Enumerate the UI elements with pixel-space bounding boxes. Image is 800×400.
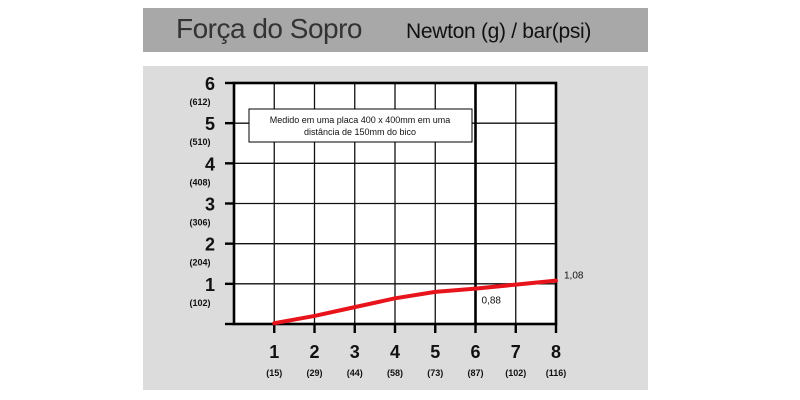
- x-tick-label: 5: [430, 342, 440, 362]
- x-tick-label: 3: [350, 342, 360, 362]
- chart-title: Força do Sopro: [176, 13, 363, 44]
- chart-header: Força do Sopro Newton (g) / bar(psi): [143, 8, 648, 52]
- y-tick-sublabel: (510): [189, 137, 210, 147]
- y-tick-label: 6: [205, 74, 215, 94]
- x-tick-label: 7: [511, 342, 521, 362]
- chart-units: Newton (g) / bar(psi): [406, 20, 592, 43]
- x-tick-label: 1: [269, 342, 279, 362]
- y-tick-label: 2: [205, 235, 215, 255]
- x-tick-sublabel: (44): [347, 368, 363, 378]
- data-label: 0,88: [482, 296, 502, 307]
- x-tick-sublabel: (102): [505, 368, 526, 378]
- data-label: 1,08: [564, 271, 584, 282]
- y-tick-sublabel: (306): [189, 218, 210, 228]
- x-tick-sublabel: (29): [306, 368, 322, 378]
- x-tick-sublabel: (15): [266, 368, 282, 378]
- y-tick-sublabel: (612): [189, 97, 210, 107]
- series-line: [272, 278, 558, 326]
- x-tick-sublabel: (73): [427, 368, 443, 378]
- y-tick-label: 1: [205, 275, 215, 295]
- y-tick-label: 4: [205, 154, 215, 174]
- x-tick-sublabel: (58): [387, 368, 403, 378]
- x-tick-sublabel: (87): [467, 368, 483, 378]
- y-tick-label: 3: [205, 195, 215, 215]
- y-tick-sublabel: (204): [189, 258, 210, 268]
- x-tick-label: 6: [470, 342, 480, 362]
- x-tick-label: 8: [551, 342, 561, 362]
- y-tick-sublabel: (408): [189, 177, 210, 187]
- annotation-text: distância de 150mm do bico: [304, 127, 416, 137]
- annotation-text: Medido em uma placa 400 x 400mm em uma: [270, 115, 451, 125]
- y-tick-label: 5: [205, 114, 215, 134]
- x-tick-sublabel: (116): [546, 368, 567, 378]
- x-tick-label: 2: [309, 342, 319, 362]
- y-tick-sublabel: (102): [189, 298, 210, 308]
- x-tick-label: 4: [390, 342, 400, 362]
- annotation-box: [248, 108, 473, 143]
